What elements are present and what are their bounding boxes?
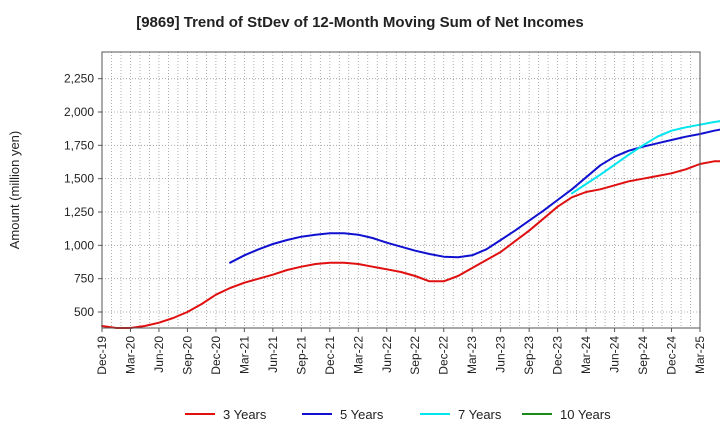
x-tick-label: Sep-21 [294, 336, 308, 375]
x-tick-label: Dec-19 [95, 336, 109, 375]
plot-area-border [101, 51, 701, 329]
series-layer [101, 120, 720, 329]
x-tick-label: Jun-24 [608, 336, 622, 373]
legend-label: 3 Years [223, 407, 267, 422]
x-tick-label: Sep-22 [408, 336, 422, 375]
y-tick-label: 1,750 [64, 138, 94, 152]
plot-area-background [102, 52, 700, 328]
y-tick-label: 1,250 [64, 205, 94, 219]
series-line-7-years [570, 120, 720, 195]
y-tick-label: 750 [74, 272, 94, 286]
x-tick-label: Mar-23 [465, 336, 479, 374]
y-tick-label: 1,000 [64, 238, 94, 252]
x-tick-label: Mar-21 [237, 336, 251, 374]
legend-label: 10 Years [560, 407, 611, 422]
x-tick-label: Dec-20 [209, 336, 223, 375]
x-tick-label: Jun-20 [152, 336, 166, 373]
x-tick-label: Dec-23 [551, 336, 565, 375]
x-tick-label: Mar-22 [351, 336, 365, 374]
series-line-5-years [229, 128, 720, 264]
x-tick-label: Dec-22 [437, 336, 451, 375]
y-tick-label: 1,500 [64, 172, 94, 186]
x-tick-label: Dec-24 [665, 336, 679, 375]
y-tick-label: 2,000 [64, 105, 94, 119]
x-tick-label: Dec-21 [323, 336, 337, 375]
x-tick-label: Mar-25 [693, 336, 707, 374]
x-tick-label: Jun-23 [494, 336, 508, 373]
x-tick-label: Sep-23 [522, 336, 536, 375]
x-tick-label: Jun-21 [266, 336, 280, 373]
grid-layer [101, 52, 701, 328]
chart-title: [9869] Trend of StDev of 12-Month Moving… [136, 14, 584, 31]
legend-label: 7 Years [458, 407, 502, 422]
y-tick-label: 500 [74, 305, 94, 319]
legend-label: 5 Years [340, 407, 384, 422]
x-tick-label: Sep-24 [636, 336, 650, 375]
y-tick-label: 2,250 [64, 72, 94, 86]
y-axis-title: Amount (million yen) [7, 131, 22, 250]
x-tick-label: Mar-20 [123, 336, 137, 374]
x-tick-label: Jun-22 [380, 336, 394, 373]
x-tick-label: Mar-24 [579, 336, 593, 374]
x-tick-layer: Dec-19 Mar-20 Jun-20 Sep-20 Dec-20 Mar-21 Jun-… [95, 328, 707, 375]
y-tick-layer: 500 750 1,000 1,250 1,500 1,750 2,000 2,250 [64, 72, 102, 319]
series-line-3-years [101, 160, 720, 329]
legend: 3 Years 5 Years 7 Years 10 Years [185, 407, 611, 422]
x-tick-label: Sep-20 [180, 336, 194, 375]
